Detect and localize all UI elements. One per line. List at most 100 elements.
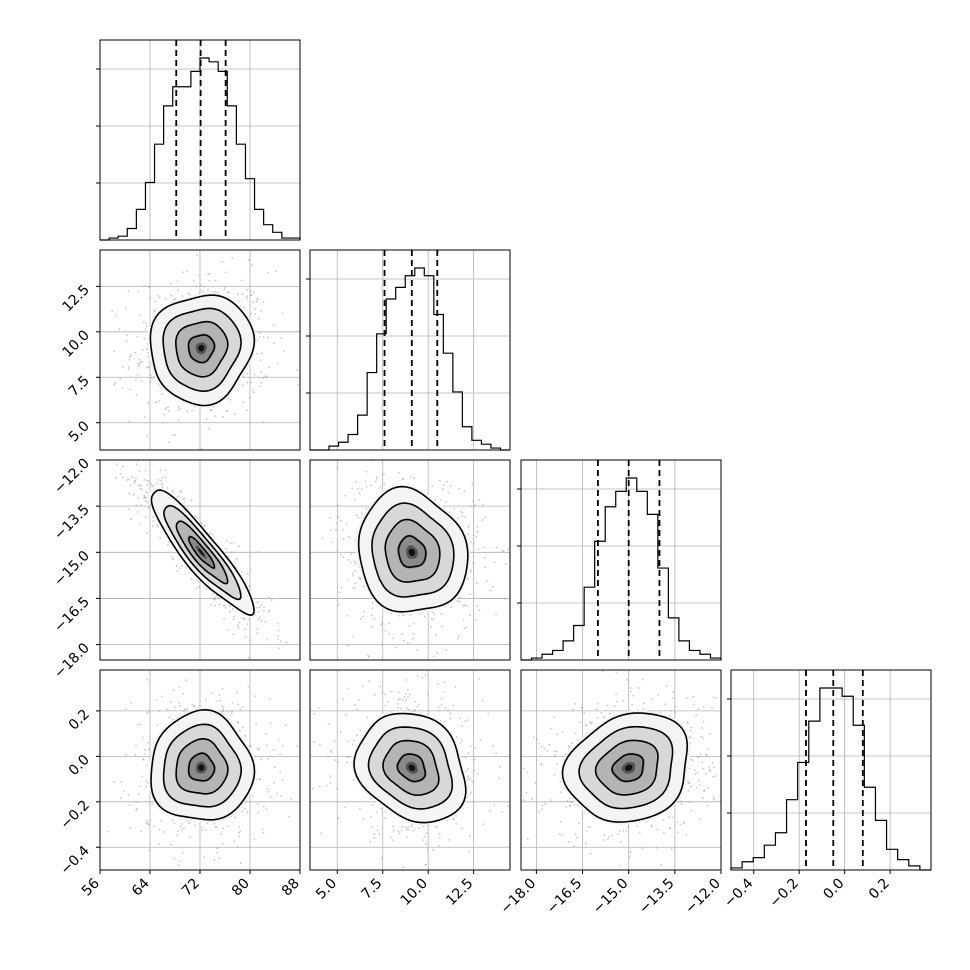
sample-point [628,856,631,858]
sample-point [425,662,427,664]
sample-point [499,765,501,768]
sample-point [459,510,462,513]
sample-point [517,515,519,517]
sample-point [600,712,603,714]
sample-point [255,778,258,781]
y-tick-label: −12.0 [51,456,93,498]
sample-point [437,706,440,709]
sample-point [140,830,143,832]
sample-point [625,830,627,832]
sample-point [487,679,489,681]
sample-point [471,780,474,783]
sample-point [369,816,372,818]
sample-point [368,680,370,683]
sample-point [211,692,213,695]
sample-point [135,454,137,456]
sample-point [558,833,561,835]
sample-point [650,698,653,701]
sample-point [237,721,240,724]
sample-point [252,389,255,392]
contour-line [578,725,674,810]
sample-point [259,778,261,781]
sample-point [380,807,382,810]
sample-point [146,678,149,681]
sample-point [155,401,158,403]
sample-point [147,748,150,750]
sample-point [263,606,265,608]
sample-point [459,717,461,720]
sample-point [392,637,394,640]
sample-point [447,709,449,712]
sample-point [116,463,118,466]
sample-point [405,699,407,701]
sample-point [237,545,240,548]
sample-point [369,841,372,843]
sample-point [267,757,269,760]
sample-point [404,692,407,695]
sample-point [356,708,359,711]
sample-point [390,612,392,615]
sample-point [125,708,128,710]
sample-point [208,272,211,275]
sample-point [407,826,410,828]
sample-point [392,825,394,828]
sample-point [145,479,148,482]
sample-point [396,702,399,705]
sample-point [187,292,190,295]
sample-point [383,473,385,475]
sample-point [142,321,145,323]
sample-point [435,634,438,637]
sample-point [239,862,242,865]
sample-point [351,572,354,575]
sample-point [211,593,214,595]
sample-point [629,690,632,693]
sample-point [96,830,98,832]
sample-point [409,614,412,616]
sample-point [541,804,544,807]
sample-point [173,822,176,825]
sample-point [142,349,145,351]
sample-point [405,828,408,831]
sample-point [145,500,148,503]
sample-point [668,816,670,818]
sample-point [555,733,558,736]
sample-point [626,678,628,681]
sample-point [439,479,441,482]
sample-point [94,759,96,761]
sample-point [239,708,242,711]
sample-point [458,487,461,490]
x-tick-label: 7.5 [358,876,385,903]
sample-point [137,365,140,368]
sample-point [148,286,151,289]
sample-point [352,574,354,577]
sample-point [241,726,244,729]
sample-point [711,761,714,764]
sample-point [339,731,342,734]
sample-point [128,478,131,481]
sample-point [139,785,141,787]
sample-point [264,620,267,623]
sample-point [131,456,133,458]
sample-point [107,830,110,833]
sample-point [141,736,144,739]
sample-point [407,829,410,831]
sample-point [281,779,284,781]
sample-point [493,561,496,564]
sample-point [368,656,370,658]
sample-point [430,618,433,620]
sample-point [205,698,207,701]
sample-point [340,586,343,589]
sample-point [380,623,383,626]
sample-point [691,759,694,762]
sample-point [121,387,124,389]
sample-point [262,301,265,303]
sample-point [125,340,128,343]
sample-point [170,294,173,297]
sample-point [692,695,695,698]
sample-point [463,627,466,630]
sample-point [223,288,226,291]
sample-point [266,744,268,747]
sample-point [144,416,146,418]
sample-point [467,767,469,770]
sample-point [148,297,151,299]
